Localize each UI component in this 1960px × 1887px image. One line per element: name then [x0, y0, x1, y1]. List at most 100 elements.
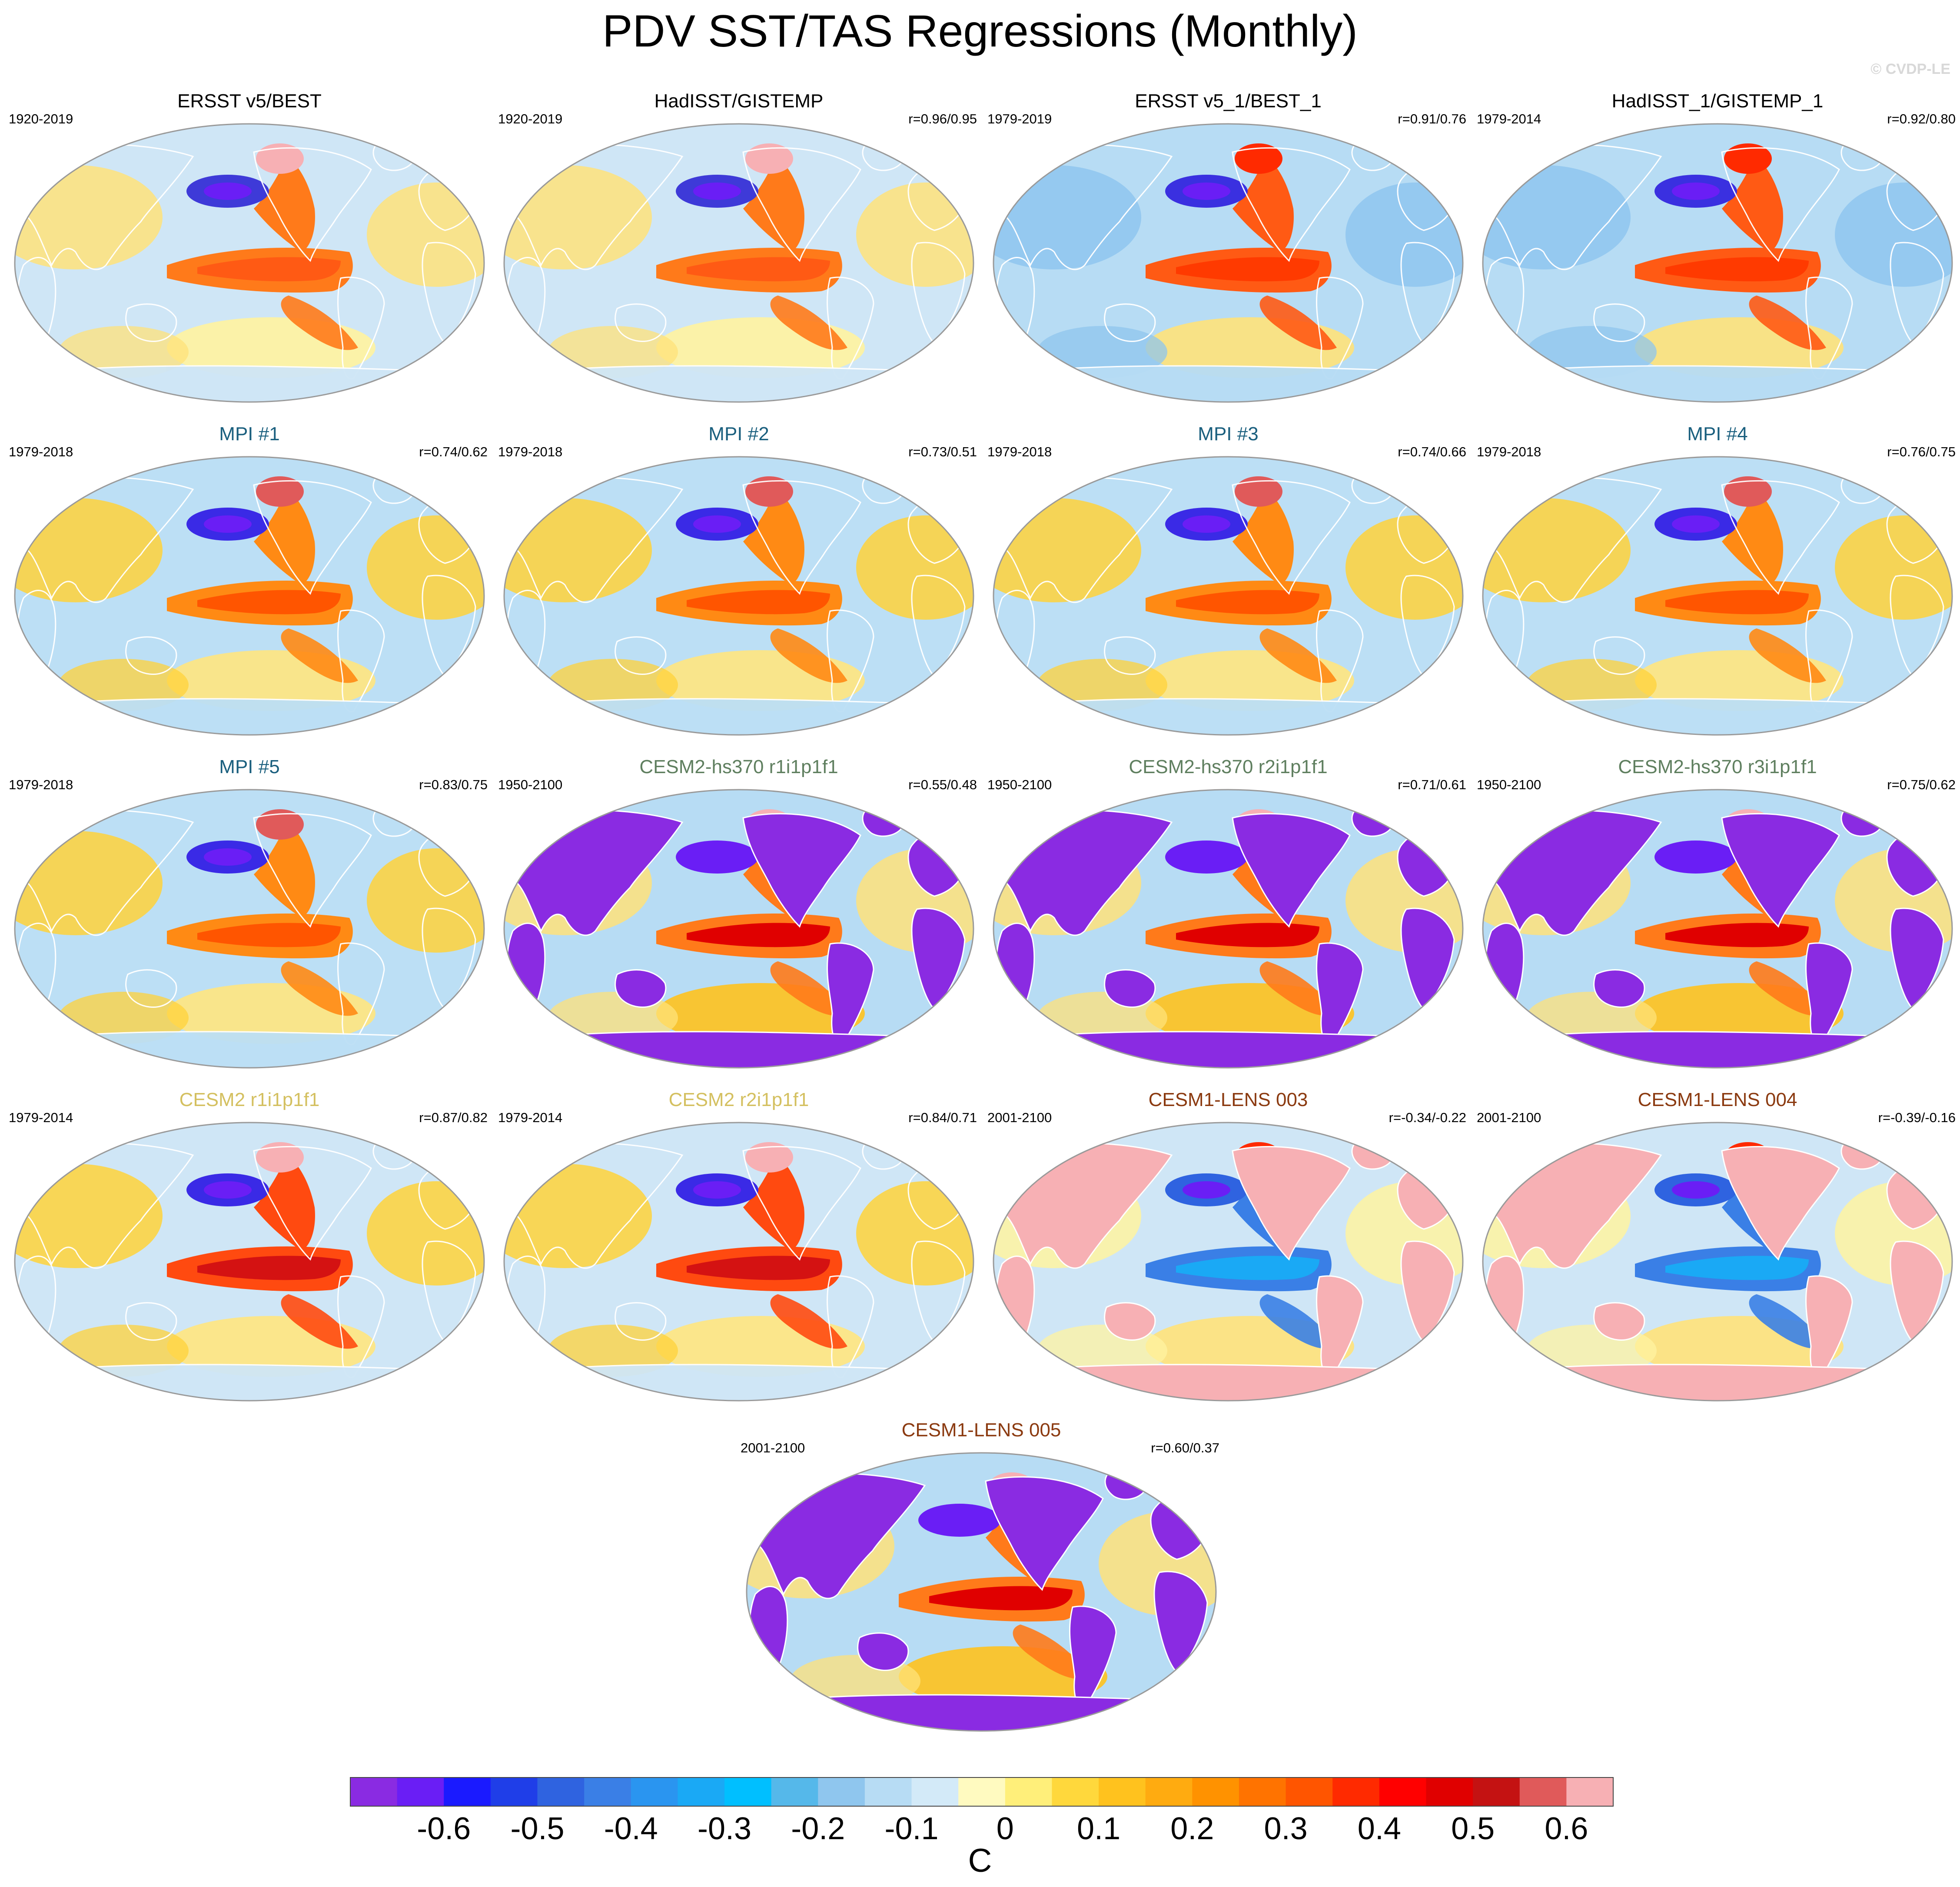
colorbar-swatch: [958, 1777, 1006, 1806]
map-panel-cesm2-r2: CESM2 r2i1p1f1 1979-2014 r=0.84/0.71: [496, 1089, 981, 1412]
colorbar-swatch: [1332, 1777, 1380, 1806]
regression-map: [14, 1122, 485, 1402]
panel-title: MPI #3: [1198, 423, 1259, 445]
panel-correlation: r=0.76/0.75: [1887, 444, 1956, 459]
panel-correlation: r=0.60/0.37: [1151, 1440, 1219, 1455]
map-panel-cesm1-lens-005: CESM1-LENS 005 2001-2100 r=0.60/0.37: [739, 1419, 1224, 1742]
map-panel-cesm2-hs370-r3: CESM2-hs370 r3i1p1f1 1950-2100 r=0.75/0.…: [1475, 756, 1960, 1079]
regression-map: [746, 1452, 1217, 1732]
panel-years: 1979-2018: [987, 444, 1052, 459]
map-panel-cesm2-hs370-r1: CESM2-hs370 r1i1p1f1 1950-2100 r=0.55/0.…: [496, 756, 981, 1079]
colorbar-tick-label: -0.2: [791, 1811, 845, 1846]
regression-map: [503, 1122, 974, 1402]
panel-title: MPI #4: [1687, 423, 1748, 445]
colorbar-swatch: [1473, 1777, 1520, 1806]
panel-correlation: r=0.83/0.75: [419, 777, 488, 792]
panel-title: CESM2-hs370 r1i1p1f1: [639, 756, 838, 777]
map-panel-cesm2-hs370-r2: CESM2-hs370 r2i1p1f1 1950-2100 r=0.71/0.…: [986, 756, 1471, 1079]
regression-map: [993, 123, 1464, 403]
regression-map: [1482, 123, 1953, 403]
panel-correlation: r=0.71/0.61: [1398, 777, 1466, 792]
panel-correlation: r=0.73/0.51: [908, 444, 977, 459]
panel-years: 2001-2100: [987, 1110, 1052, 1125]
colorbar-swatch: [444, 1777, 491, 1806]
panel-title: ERSST v5/BEST: [177, 90, 322, 112]
regression-map: [1482, 1122, 1953, 1402]
colorbar-tick-label: -0.5: [510, 1811, 565, 1846]
panel-title: ERSST v5_1/BEST_1: [1135, 90, 1322, 112]
colorbar-swatch: [584, 1777, 631, 1806]
map-panel-cesm2-r1: CESM2 r1i1p1f1 1979-2014 r=0.87/0.82: [7, 1089, 492, 1412]
panel-correlation: r=0.87/0.82: [419, 1110, 488, 1125]
regression-map: [993, 456, 1464, 736]
colorbar-swatch: [537, 1777, 585, 1806]
colorbar-swatch: [818, 1777, 865, 1806]
panel-title: CESM2-hs370 r3i1p1f1: [1618, 756, 1817, 777]
panel-years: 1920-2019: [9, 111, 73, 126]
panel-years: 1979-2014: [1477, 111, 1541, 126]
colorbar-swatch: [1099, 1777, 1146, 1806]
map-panel-ersst1-best1: ERSST v5_1/BEST_1 1979-2019 r=0.91/0.76: [986, 90, 1471, 413]
panel-years: 2001-2100: [1477, 1110, 1541, 1125]
panel-years: 1950-2100: [987, 777, 1052, 792]
regression-map: [993, 1122, 1464, 1402]
panel-correlation: r=0.74/0.62: [419, 444, 488, 459]
colorbar-tick-label: -0.4: [604, 1811, 658, 1846]
colorbar-tick-label: 0.5: [1451, 1811, 1495, 1846]
panel-years: 1979-2018: [498, 444, 563, 459]
regression-map: [14, 456, 485, 736]
panel-correlation: r=0.84/0.71: [908, 1110, 977, 1125]
panel-title: CESM2 r1i1p1f1: [179, 1089, 320, 1110]
map-panel-mpi-1: MPI #1 1979-2018 r=0.74/0.62: [7, 423, 492, 746]
map-panel-cesm1-lens-004: CESM1-LENS 004 2001-2100 r=-0.39/-0.16: [1475, 1089, 1960, 1412]
panel-years: 1979-2019: [987, 111, 1052, 126]
regression-map: [1482, 789, 1953, 1069]
colorbar-tick-label: -0.1: [884, 1811, 939, 1846]
regression-map: [993, 789, 1464, 1069]
colorbar-swatch: [350, 1777, 398, 1806]
colorbar-swatch: [678, 1777, 725, 1806]
map-panel-cesm1-lens-003: CESM1-LENS 003 2001-2100 r=-0.34/-0.22: [986, 1089, 1471, 1412]
colorbar-tick-label: 0.1: [1077, 1811, 1121, 1846]
regression-map: [503, 456, 974, 736]
colorbar-tick-label: 0.3: [1264, 1811, 1308, 1846]
panel-years: 1950-2100: [498, 777, 563, 792]
panel-years: 2001-2100: [741, 1440, 805, 1455]
map-panel-hadisst1-gistemp1: HadISST_1/GISTEMP_1 1979-2014 r=0.92/0.8…: [1475, 90, 1960, 413]
colorbar-tick-label: 0: [996, 1811, 1014, 1846]
regression-map: [503, 789, 974, 1069]
panel-correlation: r=0.74/0.66: [1398, 444, 1466, 459]
map-panel-ersst-best: ERSST v5/BEST 1920-2019: [7, 90, 492, 413]
colorbar-swatch: [631, 1777, 678, 1806]
colorbar-tick-label: -0.3: [697, 1811, 752, 1846]
colorbar-swatch: [1052, 1777, 1099, 1806]
panel-title: CESM1-LENS 004: [1638, 1089, 1797, 1110]
colorbar-swatch: [1379, 1777, 1426, 1806]
regression-map: [14, 789, 485, 1069]
panel-years: 1979-2018: [1477, 444, 1541, 459]
panel-title: MPI #1: [219, 423, 280, 445]
page-title: PDV SST/TAS Regressions (Monthly): [602, 6, 1358, 56]
panel-title: HadISST_1/GISTEMP_1: [1611, 90, 1824, 112]
map-panel-hadisst-gistemp: HadISST/GISTEMP 1920-2019 r=0.96/0.95: [496, 90, 981, 413]
panel-title: MPI #5: [219, 756, 280, 777]
colorbar-unit-label: C: [968, 1842, 992, 1879]
panel-correlation: r=0.92/0.80: [1887, 111, 1956, 126]
colorbar-swatch: [724, 1777, 772, 1806]
regression-map: [503, 123, 974, 403]
panel-correlation: r=0.55/0.48: [908, 777, 977, 792]
map-panel-mpi-2: MPI #2 1979-2018 r=0.73/0.51: [496, 423, 981, 746]
panel-years: 1979-2014: [498, 1110, 563, 1125]
panel-title: HadISST/GISTEMP: [654, 90, 824, 112]
copyright-label: © CVDP-LE: [1870, 61, 1950, 77]
regression-map: [1482, 456, 1953, 736]
colorbar-swatch: [1005, 1777, 1052, 1806]
colorbar-tick-label: -0.6: [417, 1811, 471, 1846]
panel-years: 1920-2019: [498, 111, 563, 126]
panel-years: 1979-2018: [9, 777, 73, 792]
colorbar-swatch: [771, 1777, 818, 1806]
colorbar-swatch: [1239, 1777, 1286, 1806]
panel-correlation: r=0.75/0.62: [1887, 777, 1956, 792]
panel-years: 1979-2018: [9, 444, 73, 459]
colorbar-tick-label: 0.6: [1545, 1811, 1588, 1846]
